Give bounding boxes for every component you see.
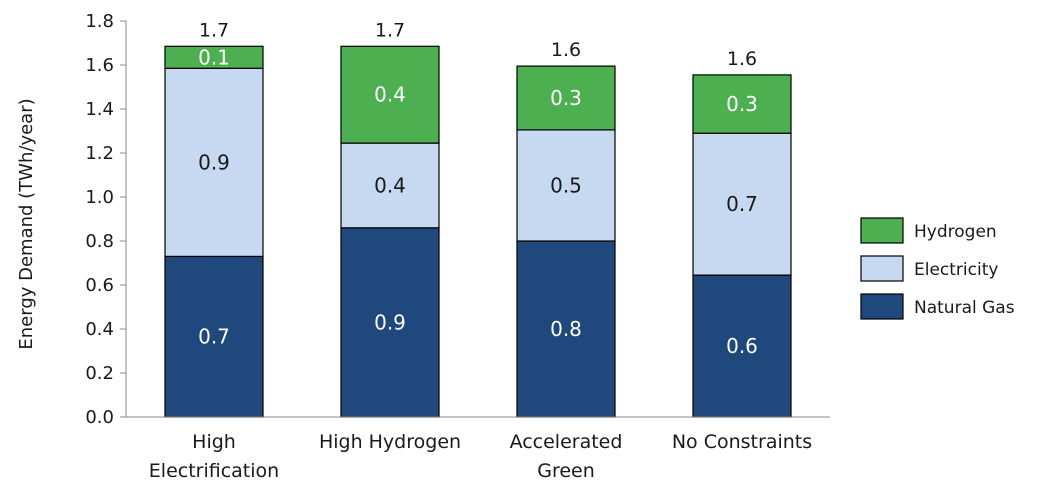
total-label: 1.6 bbox=[727, 48, 757, 70]
y-axis-title-group: Energy Demand (TWh/year) bbox=[16, 98, 37, 349]
data-label: 0.9 bbox=[198, 150, 230, 174]
bar-segment bbox=[692, 274, 792, 418]
data-label: 0.4 bbox=[374, 83, 406, 107]
y-tick-label: 0.0 bbox=[85, 407, 114, 428]
total-label: 1.7 bbox=[375, 19, 405, 41]
y-tick-label: 1.4 bbox=[85, 99, 114, 120]
y-tick-label: 1.2 bbox=[85, 143, 114, 164]
x-category-label: High bbox=[192, 431, 236, 453]
y-tick-label: 1.8 bbox=[85, 11, 114, 32]
data-label: 0.8 bbox=[550, 317, 582, 341]
bar-stack: 0.9 0.4 0.4 1.7 bbox=[340, 19, 440, 418]
bar-segment bbox=[164, 255, 264, 418]
legend-item: Electricity bbox=[860, 255, 998, 282]
legend-swatch bbox=[860, 293, 904, 320]
legend-swatch bbox=[860, 255, 904, 282]
data-label: 0.9 bbox=[374, 310, 406, 334]
data-label: 0.7 bbox=[198, 325, 230, 349]
x-category-label: No Constraints bbox=[672, 431, 812, 453]
bar-segment bbox=[692, 132, 792, 276]
y-axis-title: Energy Demand (TWh/year) bbox=[16, 98, 37, 349]
y-tick-label: 0.6 bbox=[85, 275, 114, 296]
data-label: 0.3 bbox=[726, 92, 758, 116]
data-label: 0.1 bbox=[198, 45, 230, 69]
y-tick-label: 1.6 bbox=[85, 55, 114, 76]
total-label: 1.7 bbox=[199, 19, 229, 41]
bar-segment bbox=[164, 45, 264, 69]
y-tick-label: 0.4 bbox=[85, 319, 114, 340]
x-category-label: Electrification bbox=[149, 460, 279, 482]
data-label: 0.3 bbox=[550, 86, 582, 110]
legend-item: Hydrogen bbox=[860, 217, 997, 244]
legend-swatch bbox=[860, 217, 904, 244]
x-category-label: Green bbox=[537, 460, 595, 482]
y-axis: 0.0 0.2 0.4 0.6 0.8 1.0 1.2 1.4 1.6 1.8 bbox=[85, 11, 127, 428]
bar-stack: 0.7 0.9 0.1 1.7 bbox=[164, 19, 264, 418]
bar-segment bbox=[516, 65, 616, 131]
data-label: 0.4 bbox=[374, 173, 406, 197]
legend-label: Natural Gas bbox=[914, 298, 1015, 318]
x-category-label: High Hydrogen bbox=[319, 431, 461, 453]
x-axis: High Electrification High Hydrogen Accelera… bbox=[126, 416, 830, 482]
y-tick-label: 1.0 bbox=[85, 187, 114, 208]
bar-segment bbox=[516, 240, 616, 418]
bar-segment bbox=[340, 142, 440, 229]
bar-segment bbox=[516, 129, 616, 242]
total-label: 1.6 bbox=[551, 39, 581, 61]
bar-segment bbox=[164, 67, 264, 258]
bar-stack: 0.6 0.7 0.3 1.6 bbox=[692, 48, 792, 418]
data-label: 0.6 bbox=[726, 334, 758, 358]
bar-segment bbox=[340, 227, 440, 418]
legend-label: Electricity bbox=[914, 260, 998, 280]
bars: 0.70.90.11.70.90.40.41.70.80.50.31.60.60… bbox=[164, 19, 792, 418]
data-label: 0.5 bbox=[550, 173, 582, 197]
legend-item: Natural Gas bbox=[860, 293, 1015, 320]
x-category-label: Accelerated bbox=[510, 431, 623, 453]
bar-segment bbox=[692, 74, 792, 134]
legend-label: Hydrogen bbox=[914, 222, 997, 242]
y-tick-label: 0.2 bbox=[85, 363, 114, 384]
data-label: 0.7 bbox=[726, 192, 758, 216]
y-tick-label: 0.8 bbox=[85, 231, 114, 252]
legend: Hydrogen Electricity Natural Gas bbox=[860, 217, 1015, 320]
bar-segment bbox=[340, 45, 440, 144]
bar-stack: 0.8 0.5 0.3 1.6 bbox=[516, 39, 616, 418]
